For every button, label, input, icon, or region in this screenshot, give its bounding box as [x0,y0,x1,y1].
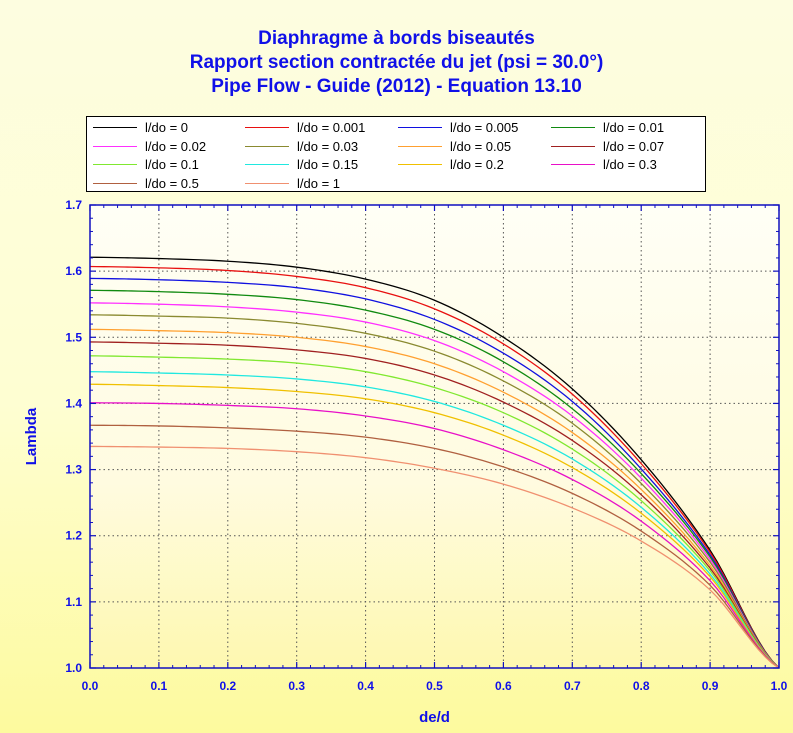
legend-label: l/do = 0.2 [450,157,504,172]
x-tick-label: 0.3 [288,679,305,693]
legend-label: l/do = 0.5 [145,175,199,191]
legend-label: l/do = 0.15 [297,157,359,172]
legend-item: l/do = 0.02 [87,137,239,156]
series-line-9 [89,371,780,669]
x-tick-label: 0.6 [495,679,512,693]
legend-item: l/do = 0.15 [239,155,391,174]
series-line-4 [89,302,780,669]
chart-title-line-1: Diaphragme à bords biseautés [258,28,535,49]
legend-item: l/do = 0.03 [239,137,391,156]
x-tick-label: 0.0 [82,679,99,693]
legend-item: l/do = 0.05 [392,137,544,156]
x-tick-label: 0.7 [564,679,581,693]
legend-swatch [93,164,137,165]
legend-label: l/do = 0.1 [145,157,199,172]
legend-item: l/do = 0.07 [545,137,697,156]
legend-item: l/do = 0.001 [239,118,391,137]
legend-label: l/do = 0.03 [297,138,359,154]
y-tick-label: 1.0 [65,661,82,675]
legend-label: l/do = 0.01 [603,120,665,135]
chart-title-line-2: Rapport section contractée du jet (psi =… [189,52,604,73]
y-axis-title: Lambda [23,407,40,465]
legend-item: l/do = 0.005 [392,118,544,137]
legend-label: l/do = 0.07 [603,138,665,154]
x-tick-label: 0.4 [357,679,374,693]
series-line-3 [89,289,780,669]
legend-item: l/do = 1 [239,174,391,193]
x-tick-label: 0.2 [219,679,236,693]
legend-item: l/do = 0.5 [87,174,239,193]
legend-swatch [551,127,595,128]
chart-title-line-3: Pipe Flow - Guide (2012) - Equation 13.1… [211,76,582,97]
x-axis-title: de/d [419,709,450,726]
x-tick-label: 0.1 [151,679,168,693]
y-tick-label: 1.3 [65,463,82,477]
legend-label: l/do = 0.02 [145,138,207,154]
series-line-8 [89,355,780,669]
legend-swatch [245,145,289,147]
series-line-7 [89,341,780,669]
x-tick-label: 0.8 [633,679,650,693]
legend-swatch [245,127,289,128]
chart-legend: l/do = 0 l/do = 0.001 l/do = 0.005 l/do = 0… [86,116,706,192]
series-line-10 [89,383,780,669]
y-tick-label: 1.6 [65,264,82,278]
legend-item: l/do = 0.3 [545,155,697,174]
legend-swatch [551,164,595,165]
x-tick-label: 1.0 [771,679,788,693]
legend-label: l/do = 0 [145,120,189,135]
series-line-11 [89,402,780,669]
legend-item: l/do = 0.2 [392,155,544,174]
x-tick-label: 0.5 [426,679,443,693]
legend-swatch [398,145,442,147]
legend-swatch [551,145,595,147]
series-line-6 [89,328,780,669]
legend-swatch [245,164,289,165]
legend-swatch [398,127,442,128]
legend-swatch [398,164,442,165]
y-tick-label: 1.1 [65,595,82,609]
legend-swatch [93,127,137,128]
y-tick-label: 1.7 [65,198,82,212]
plot-background [90,205,779,668]
legend-label: l/do = 0.001 [297,120,366,135]
y-tick-label: 1.4 [65,396,82,410]
y-tick-label: 1.2 [65,529,82,543]
legend-swatch [93,182,137,184]
series-line-0 [89,256,780,669]
series-line-5 [89,314,780,669]
legend-label: l/do = 0.3 [603,157,657,172]
series-line-13 [89,445,780,669]
y-tick-label: 1.5 [65,330,82,344]
legend-label: l/do = 0.05 [450,138,512,154]
legend-item: l/do = 0 [87,118,239,137]
legend-item: l/do = 0.1 [87,155,239,174]
legend-item: l/do = 0.01 [545,118,697,137]
legend-swatch [93,145,137,147]
x-tick-label: 0.9 [702,679,719,693]
legend-label: l/do = 1 [297,175,341,191]
series-line-12 [89,424,780,669]
series-line-2 [89,277,780,669]
legend-label: l/do = 0.005 [450,120,519,135]
series-line-1 [89,265,780,669]
legend-swatch [245,182,289,184]
